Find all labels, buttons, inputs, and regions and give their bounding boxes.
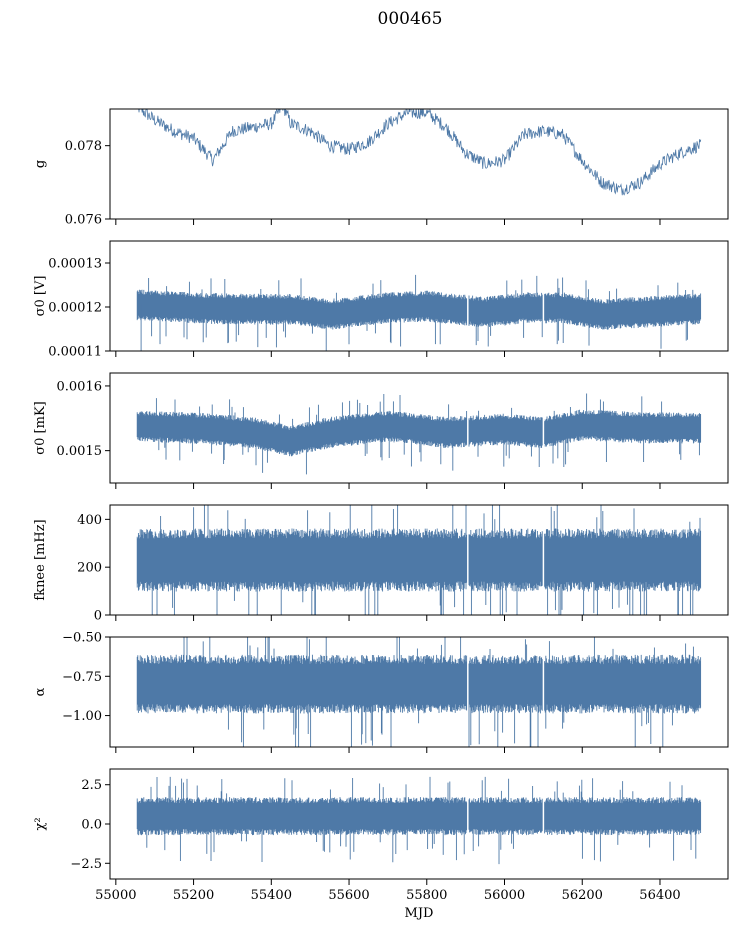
y-tick-label: 200: [77, 561, 102, 576]
plot-area: [136, 274, 702, 351]
y-tick-label: 0.0016: [57, 379, 103, 394]
series-band: [136, 393, 702, 475]
panel-g: 0.076 0.078 g: [33, 108, 729, 228]
y-tick-label: 0.00012: [48, 301, 102, 316]
x-tick-label: 56000: [484, 888, 525, 903]
y-tick-label: 0.0015: [57, 444, 103, 459]
series-band: [136, 505, 702, 615]
x-tick-label: 55400: [251, 888, 292, 903]
plot-area: [136, 393, 702, 475]
y-tick-label: 2.5: [81, 778, 102, 793]
x-tick-label: 55800: [406, 888, 447, 903]
y-axis-label: α: [33, 687, 48, 696]
y-tick-label: −0.50: [62, 631, 102, 646]
figure-title: 000465: [378, 9, 443, 29]
y-axis-label: fknee [mHz]: [33, 519, 48, 600]
y-axis-label: σ0 [mK]: [33, 401, 48, 454]
plot-area: [136, 505, 702, 615]
plot-area: [136, 637, 702, 747]
x-tick-label: 56200: [562, 888, 603, 903]
panel-fknee: 0 200 400 fknee [mHz]: [33, 504, 729, 624]
series-band: [136, 776, 702, 865]
y-axis-label: σ0 [V]: [33, 276, 48, 317]
axes-frame: [109, 240, 729, 352]
x-axis-label: MJD: [405, 906, 434, 921]
panel-alpha: −1.00 −0.75 −0.50 α: [33, 631, 729, 753]
series-band: [136, 637, 702, 747]
y-axis-label: g: [33, 160, 48, 168]
y-tick-label: 0.0: [81, 818, 102, 833]
x-tick-label: 55600: [328, 888, 369, 903]
y-tick-label: −0.75: [62, 670, 102, 685]
y-tick-label: 0: [94, 609, 102, 624]
plot-area: [136, 776, 702, 865]
series-line: [138, 109, 702, 196]
y-tick-label: −1.00: [62, 709, 102, 724]
y-tick-label: −2.5: [70, 857, 102, 872]
axes-frame: [109, 504, 729, 616]
y-tick-label: 400: [77, 513, 102, 528]
x-tick-label: 55000: [95, 888, 136, 903]
y-tick-label: 0.00011: [48, 345, 102, 360]
y-tick-label: 0.076: [65, 213, 102, 228]
y-tick-label: 0.078: [65, 139, 102, 154]
axes-frame: [109, 372, 729, 484]
axes-frame: [109, 636, 729, 748]
y-axis-label: χ²: [33, 817, 48, 830]
axes-frame: [109, 108, 729, 220]
panel-sigma0-mk: 0.0015 0.0016 σ0 [mK]: [33, 372, 729, 489]
series-band: [136, 274, 702, 351]
y-tick-label: 0.00013: [48, 257, 102, 272]
x-tick-label: 55200: [173, 888, 214, 903]
panel-chi2: −2.5 0.0 2.5 55000 55200 55400 55600 55800 56000…: [33, 768, 729, 921]
plot-area: [138, 109, 702, 196]
x-tick-label: 56400: [639, 888, 680, 903]
